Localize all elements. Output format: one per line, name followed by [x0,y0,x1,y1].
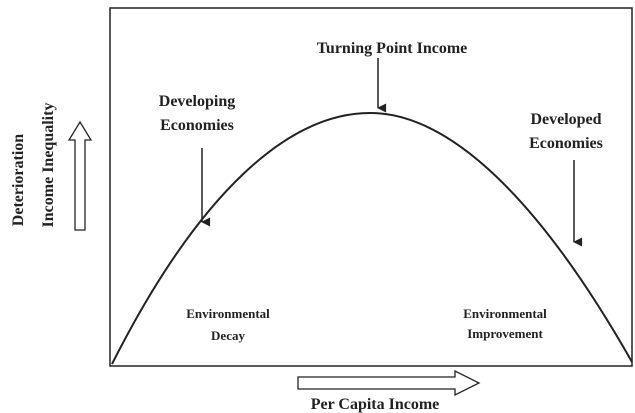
label: Developing [159,93,235,110]
right-arrow [297,369,481,397]
curve [111,111,633,365]
label: Economies [529,135,603,152]
label: Economies [160,117,234,134]
y-label-inner: Income Inequality [40,103,57,228]
title: Turning Point Income [317,40,468,57]
label: Developed [530,111,601,128]
label: Improvement [467,326,543,341]
label: Environmental [463,306,547,321]
y-label-outer: Deterioration [10,134,27,227]
up-arrow [67,120,93,231]
frame [109,7,633,367]
label: Environmental [186,306,270,321]
label: Decay [211,328,245,343]
x-label: Per Capita Income [311,396,440,413]
